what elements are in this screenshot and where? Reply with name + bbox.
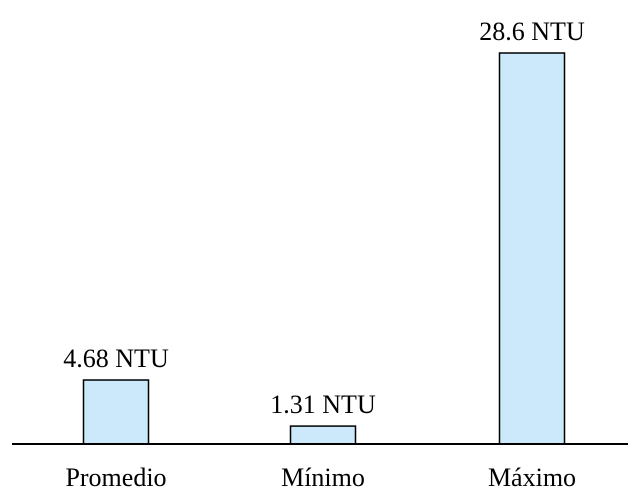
category-labels-group: Promedio Mínimo Máximo	[65, 463, 576, 491]
data-label-maximo: 28.6 NTU	[479, 17, 585, 46]
data-label-minimo: 1.31 NTU	[270, 390, 376, 419]
bars-group	[82, 52, 566, 445]
data-label-promedio: 4.68 NTU	[63, 344, 169, 373]
category-label-promedio: Promedio	[65, 463, 166, 491]
bar-promedio	[82, 379, 150, 445]
data-labels-group: 4.68 NTU 1.31 NTU 28.6 NTU	[63, 17, 585, 419]
bar-minimo	[289, 425, 357, 445]
category-label-maximo: Máximo	[488, 463, 576, 491]
bar-maximo	[498, 52, 566, 445]
category-label-minimo: Mínimo	[281, 463, 365, 491]
